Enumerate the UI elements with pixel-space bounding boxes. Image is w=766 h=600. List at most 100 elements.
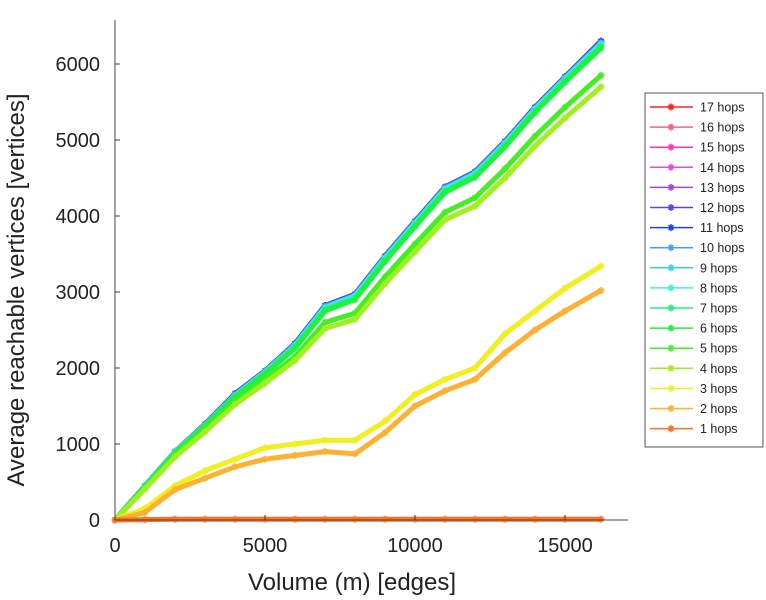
data-point — [261, 370, 269, 378]
data-point — [597, 262, 605, 270]
data-point — [597, 44, 605, 52]
data-point — [381, 273, 389, 281]
legend-marker-icon — [667, 324, 675, 332]
legend-marker-icon — [667, 143, 675, 151]
data-point — [231, 463, 239, 471]
data-point — [597, 83, 605, 91]
legend-entry: 1 hops — [700, 422, 738, 436]
data-point — [261, 379, 269, 387]
series-line-4-hops — [113, 84, 603, 522]
legend-marker-icon — [667, 264, 675, 272]
data-point — [321, 324, 329, 332]
data-point — [471, 202, 479, 210]
data-point — [531, 109, 539, 117]
data-point — [171, 453, 179, 461]
data-point — [171, 482, 179, 490]
y-tick-label: 1000 — [56, 434, 101, 456]
data-point — [231, 393, 239, 401]
data-point — [381, 258, 389, 266]
legend-marker-icon — [667, 103, 675, 111]
legend-marker-icon — [667, 163, 675, 171]
legend-entry: 16 hops — [700, 121, 744, 135]
x-tick-label: 10000 — [387, 535, 443, 557]
data-point — [561, 284, 569, 292]
data-point — [471, 515, 479, 523]
data-point — [351, 309, 359, 317]
data-point — [531, 132, 539, 140]
legend-entry: 6 hops — [700, 322, 738, 336]
legend-entry: 17 hops — [700, 101, 744, 115]
data-point — [291, 356, 299, 364]
data-point — [141, 505, 149, 513]
data-point — [381, 280, 389, 288]
data-point — [471, 173, 479, 181]
data-point — [291, 515, 299, 523]
data-point — [531, 307, 539, 315]
data-point — [441, 387, 449, 395]
legend-marker-icon — [667, 344, 675, 352]
data-point — [597, 71, 605, 79]
legend-marker-icon — [667, 384, 675, 392]
legend-marker-icon — [667, 204, 675, 211]
legend-marker-icon — [667, 123, 675, 131]
legend-entry: 11 hops — [700, 221, 744, 235]
data-point — [291, 353, 299, 361]
x-tick-label: 5000 — [243, 535, 288, 557]
legend-marker-icon — [667, 425, 675, 433]
data-point — [231, 455, 239, 463]
data-point — [321, 318, 329, 326]
legend-entry: 15 hops — [700, 141, 744, 155]
y-tick-label: 3000 — [56, 282, 101, 304]
data-point — [351, 515, 359, 523]
legend: 17 hops 16 hops 15 hops 14 hops 13 hops 12 ho… — [644, 92, 764, 448]
data-point — [261, 375, 269, 383]
data-point — [201, 428, 209, 436]
data-point — [381, 429, 389, 437]
data-point — [501, 165, 509, 173]
legend-entry: 7 hops — [700, 302, 738, 316]
data-point — [141, 508, 149, 516]
data-point — [561, 307, 569, 315]
data-point — [471, 194, 479, 202]
legend-marker-icon — [667, 364, 675, 372]
legend-marker-icon — [667, 224, 675, 232]
data-point — [171, 486, 179, 494]
y-tick-label: 6000 — [56, 54, 101, 76]
data-point — [501, 143, 509, 151]
legend-marker-icon — [667, 244, 675, 252]
data-point — [471, 364, 479, 372]
legend-entry: 4 hops — [700, 362, 738, 376]
data-point — [441, 208, 449, 216]
data-point — [321, 448, 329, 456]
plot-area — [111, 37, 605, 524]
series-line-3-hops — [114, 264, 603, 523]
data-point — [411, 391, 419, 399]
x-tick-label: 15000 — [537, 535, 593, 557]
data-point — [561, 114, 569, 122]
data-point — [411, 240, 419, 248]
data-point — [351, 315, 359, 323]
data-point — [501, 515, 509, 523]
legend-entry: 13 hops — [700, 181, 744, 195]
y-tick-label: 5000 — [56, 130, 101, 152]
data-point — [411, 402, 419, 410]
data-point — [441, 216, 449, 224]
data-point — [171, 515, 179, 523]
data-point — [441, 375, 449, 383]
data-point — [411, 248, 419, 256]
data-point — [561, 78, 569, 86]
data-point — [471, 375, 479, 383]
data-point — [351, 436, 359, 444]
legend-entry: 10 hops — [700, 241, 744, 255]
data-point — [411, 223, 419, 231]
y-tick-label: 4000 — [56, 206, 101, 228]
legend-entry: 9 hops — [700, 261, 738, 275]
series-line-2-hops — [114, 288, 603, 523]
data-point — [381, 417, 389, 425]
legend-entry: 2 hops — [700, 402, 738, 416]
data-point — [201, 515, 209, 523]
y-axis-label: Average reachable vertices [vertices] — [3, 93, 30, 486]
legend-marker-icon — [667, 183, 675, 191]
data-point — [291, 440, 299, 448]
